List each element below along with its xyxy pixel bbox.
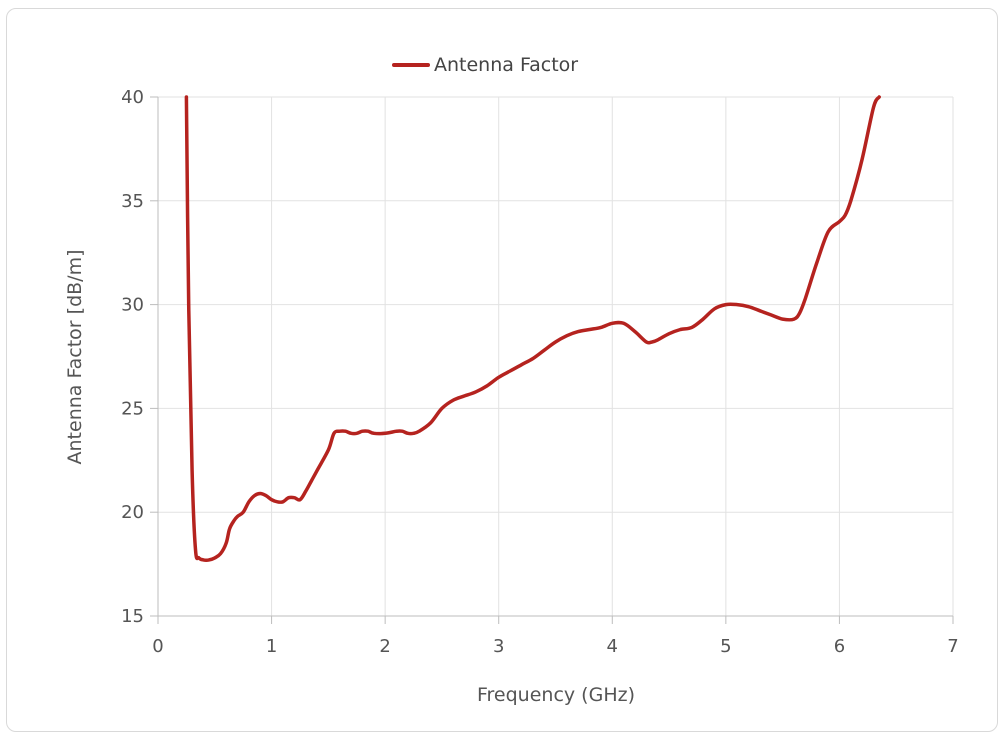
y-tick-label: 40 xyxy=(121,87,144,108)
legend-item[interactable]: Antenna Factor xyxy=(392,54,578,76)
grid-lines xyxy=(158,96,954,616)
y-tick-label: 30 xyxy=(121,295,144,316)
x-tick-label: 6 xyxy=(834,636,845,657)
x-tick-label: 4 xyxy=(607,636,618,657)
x-tick-label: 2 xyxy=(379,636,390,657)
y-tick-label: 15 xyxy=(121,606,144,627)
x-tick-label: 1 xyxy=(266,636,277,657)
y-tick-label: 25 xyxy=(121,398,144,419)
series-group xyxy=(184,95,881,562)
x-axis-title: Frequency (GHz) xyxy=(477,684,635,706)
legend-label: Antenna Factor xyxy=(434,54,578,76)
y-axis-title: Antenna Factor [dB/m] xyxy=(64,250,86,465)
y-tick-label: 20 xyxy=(121,502,144,523)
x-tick-label: 0 xyxy=(152,636,163,657)
x-tick-label: 5 xyxy=(720,636,731,657)
y-tick-labels: 15 20 25 30 35 40 xyxy=(121,87,144,627)
x-tick-label: 7 xyxy=(947,636,958,657)
x-tick-label: 3 xyxy=(493,636,504,657)
x-tick-labels: 0 1 2 3 4 5 6 7 xyxy=(152,636,958,657)
chart-card xyxy=(6,8,998,732)
axes xyxy=(150,96,954,624)
y-tick-label: 35 xyxy=(121,191,144,212)
legend[interactable]: Antenna Factor xyxy=(392,54,578,76)
series-line xyxy=(184,95,881,562)
